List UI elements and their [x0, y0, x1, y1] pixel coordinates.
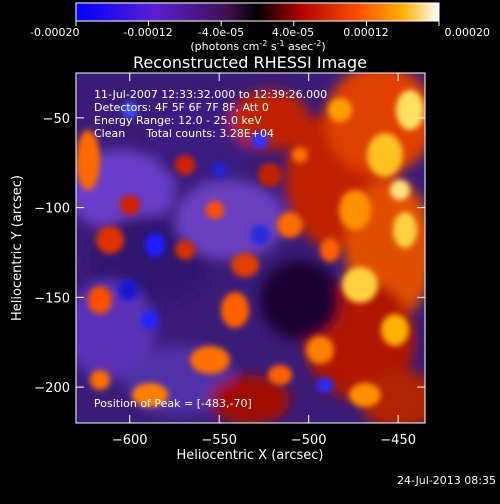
colorbar-tick-label: -0.00012	[123, 26, 172, 39]
x-tick-label: −600	[112, 433, 148, 448]
intensity-blob	[393, 212, 417, 248]
info-annotations: 11-Jul-2007 12:33:32.000 to 12:39:26.000…	[94, 88, 327, 410]
intensity-blob	[342, 267, 378, 303]
x-tick-label: −550	[201, 433, 237, 448]
intensity-blob	[132, 383, 168, 407]
axis-tick-labels: −600 −550 −500 −450 −200 −150 −100 −50	[34, 112, 416, 448]
annotation-total-counts: Clean Total counts: 3.28E+04	[94, 127, 274, 140]
annotation-detectors: Detectors: 4F 5F 6F 7F 8F, Att 0	[94, 101, 269, 114]
intensity-blob	[76, 130, 100, 190]
colorbar-tick-label: 4.0e-05	[272, 26, 314, 39]
intensity-blob	[316, 377, 334, 393]
intensity-blob	[221, 292, 249, 328]
intensity-blob	[260, 260, 340, 340]
intensity-blob	[349, 383, 381, 407]
intensity-blob	[88, 286, 112, 314]
intensity-blob	[306, 336, 334, 364]
annotation-time-range: 11-Jul-2007 12:33:32.000 to 12:39:26.000	[94, 88, 327, 101]
colorbar-tick-label: 0.00012	[343, 26, 389, 39]
intensity-blob	[150, 95, 250, 185]
intensity-blob	[210, 375, 290, 423]
x-axis-label: Heliocentric X (arcsec)	[177, 448, 324, 463]
intensity-blob	[268, 365, 292, 385]
intensity-blob	[292, 147, 308, 163]
colorbar-gradient	[75, 2, 440, 22]
colorbar-tick-label: -0.00020	[30, 26, 79, 39]
intensity-blob	[277, 212, 303, 238]
intensity-blob	[328, 98, 352, 122]
intensity-blob	[120, 195, 140, 215]
y-tick-label: −150	[34, 291, 70, 306]
intensity-blob	[76, 150, 175, 230]
colorbar-units: (photons cm-2 s-1 asec-2)	[190, 39, 325, 53]
y-tick-label: −200	[34, 381, 70, 396]
intensity-blob	[339, 190, 371, 230]
footer-timestamp: 24-Jul-2013 08:35	[397, 474, 496, 487]
colorbar-tick-label: -4.0e-05	[198, 26, 244, 39]
intensity-blob	[190, 346, 230, 374]
intensity-blob	[320, 238, 340, 262]
intensity-blob	[360, 370, 425, 423]
annotation-peak-position: Position of Peak = [-483,-70]	[94, 397, 252, 410]
intensity-blob	[96, 226, 124, 254]
intensity-blob	[258, 163, 282, 187]
intensity-blob	[230, 90, 310, 150]
intensity-blob	[396, 90, 424, 130]
intensity-blob	[250, 225, 270, 245]
intensity-blob	[367, 133, 403, 177]
colorbar: -0.00020 -0.00012 -4.0e-05 4.0e-05 0.000…	[30, 2, 491, 53]
intensity-blob	[206, 201, 224, 219]
colorbar-ticks	[75, 21, 440, 26]
plot-frame	[75, 72, 426, 424]
colorbar-tick-label: 0.00020	[445, 26, 491, 39]
intensity-blob	[390, 180, 410, 200]
x-tick-label: −450	[380, 433, 416, 448]
axis-ticks	[76, 73, 425, 423]
intensity-blob	[175, 155, 195, 175]
intensity-blob	[145, 233, 165, 257]
intensity-blob	[251, 131, 269, 149]
x-tick-label: −500	[291, 433, 327, 448]
intensity-blob	[141, 311, 159, 329]
heatmap-image	[76, 73, 425, 423]
y-axis-label: Heliocentric Y (arcsec)	[10, 175, 25, 321]
intensity-blob	[122, 102, 138, 118]
y-tick-label: −50	[43, 112, 70, 127]
intensity-blob	[231, 253, 259, 277]
chart-title: Reconstructed RHESSI Image	[133, 53, 367, 72]
y-tick-label: −100	[34, 202, 70, 217]
intensity-blob	[212, 162, 228, 178]
intensity-blob	[175, 240, 195, 260]
intensity-blob	[90, 370, 110, 390]
intensity-blob	[381, 314, 409, 346]
annotation-energy-range: Energy Range: 12.0 - 25.0 keV	[94, 114, 262, 127]
intensity-blob	[118, 280, 138, 300]
